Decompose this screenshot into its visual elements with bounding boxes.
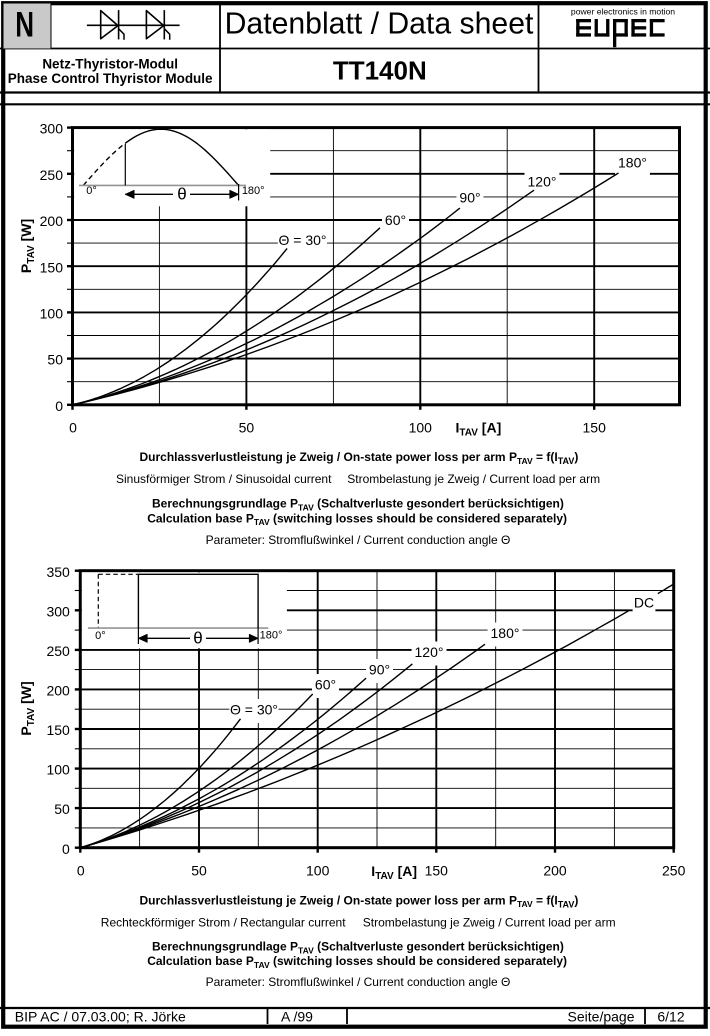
svg-text:Parameter: Stromflußwinkel / C: Parameter: Stromflußwinkel / Current con… [206,533,511,547]
svg-text:0°: 0° [86,185,97,197]
svg-text:0°: 0° [95,630,106,642]
svg-text:Calculation base PTAV​ (switch: Calculation base PTAV​ (switching losses… [147,954,567,970]
svg-text:120°: 120° [528,174,557,190]
svg-text:100: 100 [46,762,70,778]
svg-text:300: 300 [46,603,70,619]
svg-text:Berechnungsgrundlage PTAV​ (Sc: Berechnungsgrundlage PTAV​ (Schaltverlus… [152,497,564,513]
svg-text:Datenblatt / Data sheet: Datenblatt / Data sheet [225,8,534,41]
svg-text:200: 200 [46,683,70,699]
svg-text:150: 150 [40,259,64,275]
svg-text:Calculation base PTAV​ (switch: Calculation base PTAV​ (switching losses… [147,511,567,527]
svg-text:180°: 180° [242,185,265,197]
svg-text:200: 200 [40,213,64,229]
svg-text:DC: DC [634,595,654,611]
svg-text:BIP AC / 07.03.00; R. Jörke: BIP AC / 07.03.00; R. Jörke [15,1008,186,1024]
svg-text:100: 100 [306,863,330,879]
svg-text:A /99: A /99 [281,1008,313,1024]
svg-text:0: 0 [69,420,77,436]
svg-text:θ: θ [177,185,186,204]
svg-text:PTAV​ [W]: PTAV​ [W] [18,219,37,273]
svg-text:180°: 180° [491,625,520,641]
svg-text:Rechteckförmiger Strom / Recta: Rechteckförmiger Strom / Rectangular cur… [101,915,346,929]
svg-text:50: 50 [54,801,70,817]
svg-text:200: 200 [543,863,567,879]
svg-text:Phase Control Thyristor Module: Phase Control Thyristor Module [8,71,213,86]
svg-text:50: 50 [47,352,63,368]
svg-text:100: 100 [40,306,64,322]
svg-text:150: 150 [425,863,449,879]
svg-text:θ: θ [193,629,202,648]
svg-text:power electronics in motion: power electronics in motion [571,7,675,17]
svg-text:PTAV​ [W]: PTAV​ [W] [18,681,37,735]
svg-text:ITAV​ [A]: ITAV​ [A] [456,420,502,439]
svg-text:Berechnungsgrundlage PTAV​ (Sc: Berechnungsgrundlage PTAV​ (Schaltverlus… [152,940,564,956]
svg-text:250: 250 [662,863,686,879]
svg-text:90°: 90° [459,190,480,206]
svg-text:Θ = 30°: Θ = 30° [230,702,278,718]
svg-text:Parameter: Stromflußwinkel / C: Parameter: Stromflußwinkel / Current con… [206,975,511,989]
svg-text:6/12: 6/12 [657,1008,684,1024]
svg-text:120°: 120° [415,644,444,660]
svg-text:Netz-Thyristor-Modul: Netz-Thyristor-Modul [42,57,178,72]
svg-text:0: 0 [62,841,70,857]
svg-text:TT140N: TT140N [333,55,427,85]
svg-text:50: 50 [191,863,207,879]
svg-text:N: N [15,5,34,45]
svg-text:300: 300 [40,121,64,137]
svg-text:Durchlassverlustleistung je Zw: Durchlassverlustleistung je Zweig / On-s… [140,450,579,466]
svg-text:Sinusförmiger Strom / Sinusoid: Sinusförmiger Strom / Sinusoidal current [116,472,332,486]
svg-text:180°: 180° [260,630,283,642]
svg-text:250: 250 [46,643,70,659]
svg-text:0: 0 [77,863,85,879]
svg-text:Durchlassverlustleistung je Zw: Durchlassverlustleistung je Zweig / On-s… [140,893,579,909]
svg-text:Strombelastung je Zweig / Curr: Strombelastung je Zweig / Current load p… [363,915,616,929]
svg-text:ITAV​ [A]: ITAV​ [A] [371,863,417,882]
svg-text:50: 50 [239,420,255,436]
svg-text:0: 0 [55,398,63,414]
svg-text:60°: 60° [315,677,336,693]
svg-text:180°: 180° [618,155,647,171]
svg-text:150: 150 [583,420,607,436]
svg-text:100: 100 [409,420,433,436]
svg-text:60°: 60° [385,212,406,228]
svg-text:350: 350 [46,564,70,580]
svg-text:Θ = 30°: Θ = 30° [278,232,326,248]
svg-text:250: 250 [40,167,64,183]
svg-text:90°: 90° [369,662,390,678]
svg-text:150: 150 [46,722,70,738]
svg-text:Seite/page: Seite/page [568,1008,635,1024]
svg-text:Strombelastung je Zweig / Curr: Strombelastung je Zweig / Current load p… [347,472,600,486]
